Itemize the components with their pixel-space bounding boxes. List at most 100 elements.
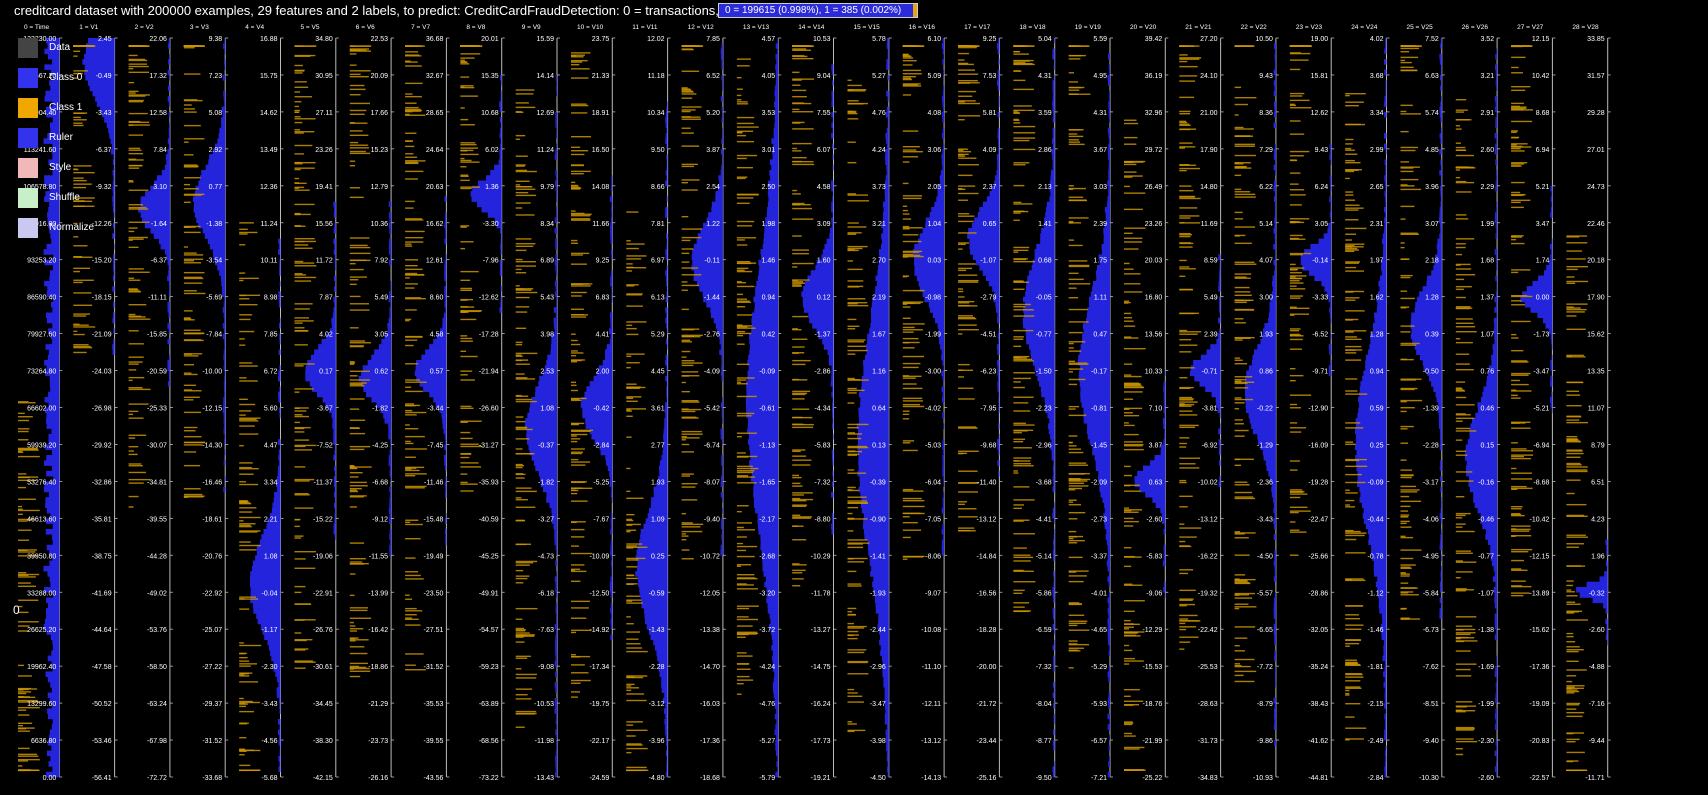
class-1-bar xyxy=(18,586,36,587)
class-0-bar xyxy=(722,117,723,123)
tick-label: 5.81 xyxy=(983,110,997,117)
class-1-bar xyxy=(516,694,528,695)
tick-label: -13.12 xyxy=(921,738,941,745)
column-header-20[interactable]: 20 = V20 xyxy=(1130,24,1157,31)
class-1-bar xyxy=(129,304,147,305)
class-1-bar xyxy=(295,407,309,408)
class-1-bar xyxy=(184,355,198,356)
column-header-19[interactable]: 19 = V19 xyxy=(1075,24,1102,31)
tick-label: -41.69 xyxy=(92,590,112,597)
class-0-bar xyxy=(167,323,169,329)
class-0-bar xyxy=(556,302,557,308)
class-1-bar xyxy=(626,498,643,499)
class-1-bar xyxy=(295,667,306,668)
class-0-bar xyxy=(1052,107,1054,113)
column-header-6[interactable]: 6 = V6 xyxy=(356,24,375,31)
class-0-bar xyxy=(550,503,558,509)
column-header-9[interactable]: 9 = V9 xyxy=(522,24,541,31)
class-0-bar xyxy=(888,772,889,778)
class-0-bar xyxy=(1080,349,1110,355)
column-header-7[interactable]: 7 = V7 xyxy=(411,24,430,31)
class-0-bar xyxy=(943,128,944,134)
class-1-bar xyxy=(1069,245,1083,246)
column-header-17[interactable]: 17 = V17 xyxy=(964,24,991,31)
class-0-bar xyxy=(555,608,557,614)
class-1-bar xyxy=(516,238,532,239)
class-0-bar xyxy=(763,244,778,250)
class-1-bar xyxy=(1069,485,1089,486)
class-1-bar xyxy=(1124,635,1141,636)
column-header-4[interactable]: 4 = V4 xyxy=(245,24,264,31)
tick-label: 15.75 xyxy=(260,73,278,80)
class-0-bar xyxy=(942,112,944,118)
class-0-bar xyxy=(1108,624,1110,630)
class-1-bar xyxy=(184,333,205,334)
class-1-bar xyxy=(184,259,203,260)
class-0-bar xyxy=(50,756,59,762)
column-header-2[interactable]: 2 = V2 xyxy=(135,24,154,31)
column-header-5[interactable]: 5 = V5 xyxy=(301,24,320,31)
class-1-bar xyxy=(848,113,858,114)
tick-label: -4.50 xyxy=(870,775,886,782)
class-0-bar xyxy=(721,376,722,382)
class-1-bar xyxy=(1124,704,1134,705)
class-1-bar xyxy=(129,363,139,364)
column-header-13[interactable]: 13 = V13 xyxy=(743,24,770,31)
tick-label: -9.40 xyxy=(704,516,720,523)
column-header-16[interactable]: 16 = V16 xyxy=(909,24,936,31)
class-1-bar xyxy=(626,547,633,548)
class-0-bar xyxy=(223,334,225,340)
class-1-bar xyxy=(682,475,691,476)
class-0-bar xyxy=(997,318,999,324)
tick-label: -47.58 xyxy=(92,664,112,671)
class-0-bar xyxy=(935,318,944,324)
class-0-bar xyxy=(1053,466,1055,472)
tick-label: -3.67 xyxy=(317,406,333,413)
class-0-bar xyxy=(718,175,722,181)
class-0-bar xyxy=(1109,571,1110,577)
class-1-bar xyxy=(184,260,194,261)
tick-label: -21.29 xyxy=(368,701,388,708)
class-0-bar xyxy=(823,249,834,255)
column-header-12[interactable]: 12 = V12 xyxy=(688,24,715,31)
tick-label: 1.60 xyxy=(817,258,831,265)
tick-label: 2.54 xyxy=(706,184,720,191)
column-header-14[interactable]: 14 = V14 xyxy=(798,24,825,31)
class-0-bar xyxy=(831,371,833,377)
tick-label: 20.63 xyxy=(426,184,444,191)
column-header-11[interactable]: 11 = V11 xyxy=(632,24,658,31)
class-1-bar xyxy=(1069,489,1076,490)
class-0-bar xyxy=(828,349,834,355)
class-0-bar xyxy=(832,471,833,477)
class-0-bar xyxy=(649,508,668,514)
class-1-bar xyxy=(129,446,139,447)
class-1-bar xyxy=(682,400,699,401)
column-header-1[interactable]: 1 = V1 xyxy=(79,24,98,31)
class-1-bar xyxy=(682,375,689,376)
class-1-bar xyxy=(73,271,80,272)
class-1-bar xyxy=(1069,133,1078,134)
class-1-bar xyxy=(737,335,743,336)
class-0-bar xyxy=(46,312,59,318)
column-header-10[interactable]: 10 = V10 xyxy=(577,24,604,31)
class-1-bar xyxy=(737,379,746,380)
column-header-0[interactable]: 0 = Time xyxy=(24,24,49,31)
class-0-bar xyxy=(165,249,170,255)
class-1-bar xyxy=(18,413,25,414)
class-0-bar xyxy=(967,233,999,239)
class-1-bar xyxy=(129,82,135,83)
class-0-bar xyxy=(753,492,778,498)
class-1-bar xyxy=(405,524,423,525)
column-header-8[interactable]: 8 = V8 xyxy=(466,24,485,31)
column-header-18[interactable]: 18 = V18 xyxy=(1019,24,1046,31)
tick-label: -5.03 xyxy=(925,442,941,449)
class-0-bar xyxy=(1108,550,1110,556)
tick-label: 9.50 xyxy=(651,147,665,154)
column-header-15[interactable]: 15 = V15 xyxy=(854,24,881,31)
class-1-bar xyxy=(239,433,258,434)
tick-label: -44.64 xyxy=(92,627,112,634)
class-1-bar xyxy=(405,277,410,278)
class-1-bar xyxy=(516,265,536,266)
column-header-3[interactable]: 3 = V3 xyxy=(190,24,209,31)
class-1-bar xyxy=(295,428,305,429)
